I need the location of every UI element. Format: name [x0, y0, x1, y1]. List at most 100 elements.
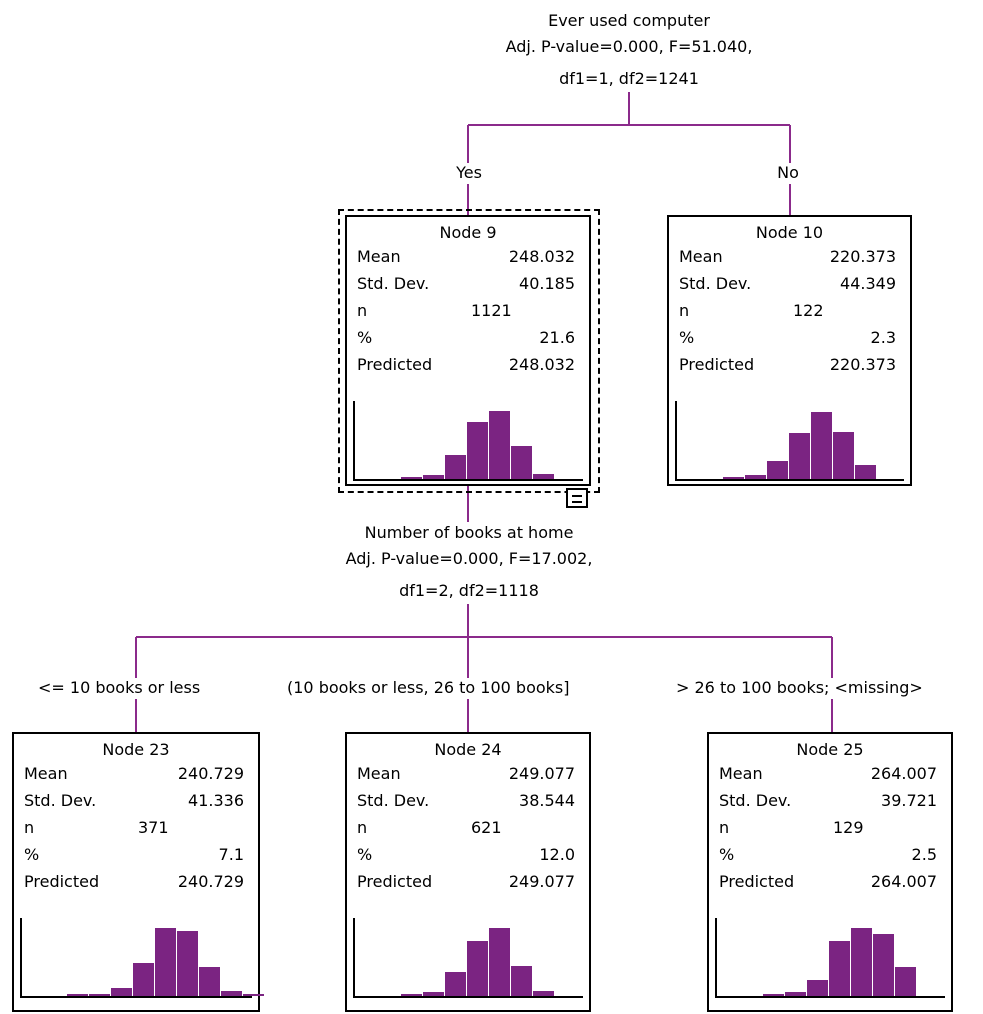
histogram-y-axis — [353, 401, 355, 481]
stat-value-std: 40.185 — [519, 274, 575, 293]
histogram-bar — [851, 928, 872, 996]
histogram-bar — [489, 411, 510, 479]
histogram-bar — [511, 446, 532, 479]
branch-label-yes: Yes — [456, 163, 482, 182]
histogram-bar — [533, 991, 554, 996]
stat-label-pct: % — [24, 845, 40, 864]
histogram-bar — [807, 980, 828, 996]
histogram-bar — [401, 994, 422, 996]
split-variable: Number of books at home — [364, 523, 574, 542]
stat-value-predicted: 249.077 — [508, 872, 575, 891]
histogram-bar — [155, 928, 176, 996]
histogram-bar — [177, 931, 198, 996]
stat-label-std: Std. Dev. — [357, 274, 430, 293]
split-degrees-of-freedom: df1=1, df2=1241 — [559, 69, 699, 88]
histogram-bar — [785, 992, 806, 996]
stat-value-std: 41.336 — [188, 791, 244, 810]
histogram-bar — [811, 412, 832, 479]
histogram-bar — [133, 963, 154, 996]
histogram-bar — [89, 994, 110, 996]
histogram — [353, 401, 583, 481]
histogram-bar — [199, 967, 220, 996]
stat-value-pct: 12.0 — [539, 845, 575, 864]
histogram-x-axis — [20, 996, 252, 998]
stat-label-mean: Mean — [719, 764, 763, 783]
histogram — [715, 918, 945, 998]
histogram-bar — [789, 433, 810, 479]
stat-value-n: 371 — [138, 818, 169, 837]
node-24[interactable]: Node 24 Mean 249.077 Std. Dev. 38.544 n 621% 12… — [345, 732, 591, 1012]
stat-value-n: 621 — [471, 818, 502, 837]
node-23[interactable]: Node 23 Mean 240.729 Std. Dev. 41.336 n 371% 7.… — [12, 732, 264, 1012]
histogram-bar — [423, 992, 444, 996]
histogram-bar — [67, 994, 88, 996]
stat-value-n: 122 — [793, 301, 824, 320]
histogram-y-axis — [715, 918, 717, 998]
stat-label-std: Std. Dev. — [719, 791, 792, 810]
histogram — [20, 918, 264, 998]
stat-label-n: n — [24, 818, 35, 837]
histogram-bar — [767, 461, 788, 479]
histogram-bar — [745, 475, 766, 479]
stat-label-n: n — [357, 301, 368, 320]
node9-split-label: Number of books at home Adj. P-value=0.0… — [260, 520, 678, 604]
branch-label-node-23: <= 10 books or less — [38, 678, 201, 697]
node-9[interactable]: Node 9 Mean 248.032 Std. Dev. 40.185 n 1121% 21… — [345, 215, 591, 486]
stat-value-n: 129 — [833, 818, 864, 837]
histogram-x-axis — [353, 479, 583, 481]
node-title: Node 9 — [439, 223, 497, 242]
stat-label-mean: Mean — [679, 247, 723, 266]
node-25[interactable]: Node 25 Mean 264.007 Std. Dev. 39.721 n 129% 2.… — [707, 732, 953, 1012]
stat-label-pct: % — [357, 845, 373, 864]
stat-label-predicted: Predicted — [24, 872, 100, 891]
stat-label-pct: % — [719, 845, 735, 864]
histogram-bar — [855, 465, 876, 479]
split-degrees-of-freedom: df1=2, df2=1118 — [399, 581, 539, 600]
stat-value-predicted: 248.032 — [508, 355, 575, 374]
histogram-x-axis — [715, 996, 945, 998]
histogram-bar — [829, 941, 850, 996]
stat-label-predicted: Predicted — [679, 355, 755, 374]
stat-value-pct: 2.5 — [911, 845, 937, 864]
stat-value-predicted: 264.007 — [870, 872, 937, 891]
stat-label-n: n — [679, 301, 690, 320]
histogram — [353, 918, 583, 998]
histogram-y-axis — [353, 918, 355, 998]
stat-label-std: Std. Dev. — [24, 791, 97, 810]
branch-label-no: No — [777, 163, 799, 182]
node-title: Node 10 — [755, 223, 824, 242]
stat-label-mean: Mean — [357, 764, 401, 783]
stat-value-predicted: 220.373 — [829, 355, 896, 374]
branch-label-node-24: (10 books or less, 26 to 100 books] — [287, 678, 570, 697]
histogram-bar — [243, 994, 264, 996]
histogram-bar — [467, 941, 488, 996]
split-statistics: Adj. P-value=0.000, F=51.040, — [505, 37, 753, 56]
histogram-bar — [833, 432, 854, 479]
histogram-bar — [511, 966, 532, 996]
stat-label-n: n — [357, 818, 368, 837]
stat-value-std: 44.349 — [840, 274, 896, 293]
collapse-toggle[interactable] — [566, 488, 588, 508]
stat-value-n: 1121 — [471, 301, 512, 320]
stat-label-predicted: Predicted — [719, 872, 795, 891]
histogram-bar — [445, 972, 466, 996]
node-10[interactable]: Node 10 Mean 220.373 Std. Dev. 44.349 n 122% 2.… — [667, 215, 912, 486]
split-statistics: Adj. P-value=0.000, F=17.002, — [345, 549, 593, 568]
histogram-x-axis — [675, 479, 904, 481]
histogram-bar — [533, 474, 554, 479]
stat-label-std: Std. Dev. — [357, 791, 430, 810]
histogram-bar — [445, 455, 466, 479]
histogram-bar — [873, 934, 894, 996]
stat-value-mean: 220.373 — [829, 247, 896, 266]
stat-label-predicted: Predicted — [357, 355, 433, 374]
node-title: Node 24 — [434, 740, 502, 759]
histogram-bar — [111, 988, 132, 996]
histogram-bar — [489, 928, 510, 996]
histogram-bar — [895, 967, 916, 996]
stat-value-pct: 21.6 — [539, 328, 575, 347]
histogram-bar — [401, 477, 422, 479]
branch-label-node-25: > 26 to 100 books; <missing> — [676, 678, 923, 697]
stat-label-mean: Mean — [24, 764, 68, 783]
histogram-bar — [467, 422, 488, 479]
node-title: Node 25 — [796, 740, 864, 759]
